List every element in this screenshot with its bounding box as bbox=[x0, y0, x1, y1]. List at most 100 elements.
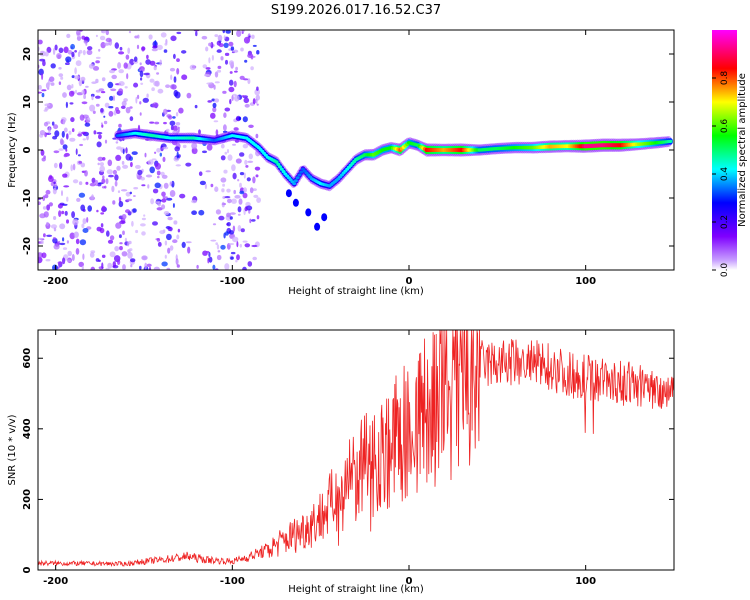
noise-speck bbox=[210, 183, 214, 188]
noise-speck bbox=[239, 75, 245, 80]
noise-speck bbox=[98, 134, 102, 140]
noise-speck bbox=[59, 162, 63, 170]
noise-speck bbox=[53, 244, 60, 250]
noise-speck bbox=[227, 154, 233, 161]
noise-speck bbox=[215, 209, 221, 215]
noise-speck bbox=[252, 188, 257, 192]
noise-speck bbox=[146, 54, 149, 60]
noise-speck bbox=[177, 228, 181, 233]
noise-speck bbox=[187, 246, 191, 254]
noise-speck bbox=[52, 187, 57, 195]
noise-speck bbox=[140, 223, 146, 227]
noise-speck bbox=[191, 147, 198, 155]
noise-speck bbox=[129, 106, 133, 109]
noise-speck bbox=[156, 170, 161, 176]
noise-speck bbox=[256, 86, 259, 91]
noise-speck bbox=[119, 242, 123, 245]
noise-speck bbox=[99, 165, 105, 173]
noise-speck bbox=[256, 50, 260, 55]
ridge-tail bbox=[285, 189, 292, 198]
noise-speck bbox=[222, 90, 227, 94]
noise-speck bbox=[139, 265, 142, 270]
figure-title: S199.2026.017.16.52.C37 bbox=[271, 3, 441, 18]
noise-speck bbox=[154, 121, 160, 125]
noise-speck bbox=[57, 203, 63, 209]
noise-speck bbox=[224, 263, 230, 270]
noise-speck bbox=[83, 94, 86, 99]
noise-speck bbox=[191, 199, 198, 204]
noise-speck bbox=[214, 98, 220, 103]
noise-speck bbox=[45, 259, 51, 262]
noise-speck bbox=[153, 65, 157, 71]
noise-speck bbox=[58, 210, 62, 218]
noise-speck bbox=[143, 72, 150, 76]
noise-speck bbox=[89, 252, 95, 258]
noise-speck bbox=[46, 234, 53, 237]
noise-speck bbox=[89, 104, 96, 112]
noise-speck bbox=[80, 162, 86, 168]
noise-speck bbox=[100, 212, 105, 215]
noise-speck bbox=[176, 68, 180, 75]
noise-speck bbox=[108, 106, 114, 109]
noise-speck bbox=[157, 175, 160, 179]
noise-speck bbox=[163, 108, 168, 115]
noise-speck bbox=[154, 40, 157, 47]
noise-speck bbox=[101, 262, 104, 270]
noise-speck bbox=[58, 81, 62, 85]
noise-speck bbox=[43, 211, 49, 218]
noise-speck bbox=[115, 141, 119, 144]
noise-speck bbox=[175, 122, 181, 126]
noise-speck bbox=[216, 69, 222, 73]
noise-speck bbox=[63, 127, 68, 133]
noise-speck bbox=[66, 240, 69, 244]
noise-speck bbox=[238, 116, 242, 121]
noise-speck bbox=[90, 266, 96, 270]
noise-speck bbox=[165, 84, 171, 88]
noise-speck bbox=[42, 206, 47, 210]
noise-speck bbox=[91, 194, 94, 200]
noise-speck bbox=[128, 248, 133, 252]
noise-speck bbox=[103, 42, 110, 46]
noise-speck bbox=[129, 116, 134, 122]
noise-speck bbox=[117, 190, 121, 194]
noise-speck bbox=[108, 174, 114, 178]
noise-speck bbox=[231, 198, 237, 204]
noise-speck bbox=[106, 230, 110, 237]
noise-speck bbox=[70, 43, 75, 50]
noise-speck bbox=[202, 150, 207, 154]
noise-speck bbox=[232, 143, 236, 146]
colorbar: 0.0 0.2 0.4 0.6 0.8 Normalized spectral ampl… bbox=[712, 30, 748, 277]
noise-speck bbox=[101, 30, 106, 34]
noise-speck bbox=[48, 175, 54, 183]
snr-x-label: Height of straight line (km) bbox=[288, 584, 424, 595]
noise-speck bbox=[41, 89, 47, 92]
noise-speck bbox=[244, 59, 248, 63]
noise-speck bbox=[46, 204, 50, 211]
noise-speck bbox=[204, 73, 210, 77]
noise-speck bbox=[170, 35, 177, 42]
noise-speck bbox=[221, 188, 225, 193]
noise-speck bbox=[129, 58, 135, 66]
noise-speck bbox=[78, 160, 83, 164]
noise-speck bbox=[237, 213, 241, 216]
noise-speck bbox=[229, 60, 234, 66]
noise-speck bbox=[91, 95, 94, 101]
noise-speck bbox=[145, 174, 153, 178]
noise-speck bbox=[114, 42, 120, 49]
noise-speck bbox=[52, 135, 58, 140]
noise-speck bbox=[63, 185, 70, 188]
noise-speck bbox=[163, 49, 168, 53]
noise-speck bbox=[85, 85, 89, 88]
y-tick-label: 600 bbox=[22, 348, 33, 369]
noise-speck bbox=[135, 229, 139, 234]
noise-speck bbox=[215, 242, 218, 246]
noise-speck bbox=[58, 67, 62, 70]
noise-speck bbox=[119, 46, 123, 51]
noise-speck bbox=[249, 218, 252, 224]
colorbar-tick-label: 0.0 bbox=[720, 263, 730, 278]
ridge-core bbox=[295, 176, 300, 180]
noise-speck bbox=[80, 131, 87, 135]
noise-speck bbox=[44, 51, 49, 57]
noise-speck bbox=[46, 46, 52, 54]
noise-speck bbox=[169, 245, 174, 251]
